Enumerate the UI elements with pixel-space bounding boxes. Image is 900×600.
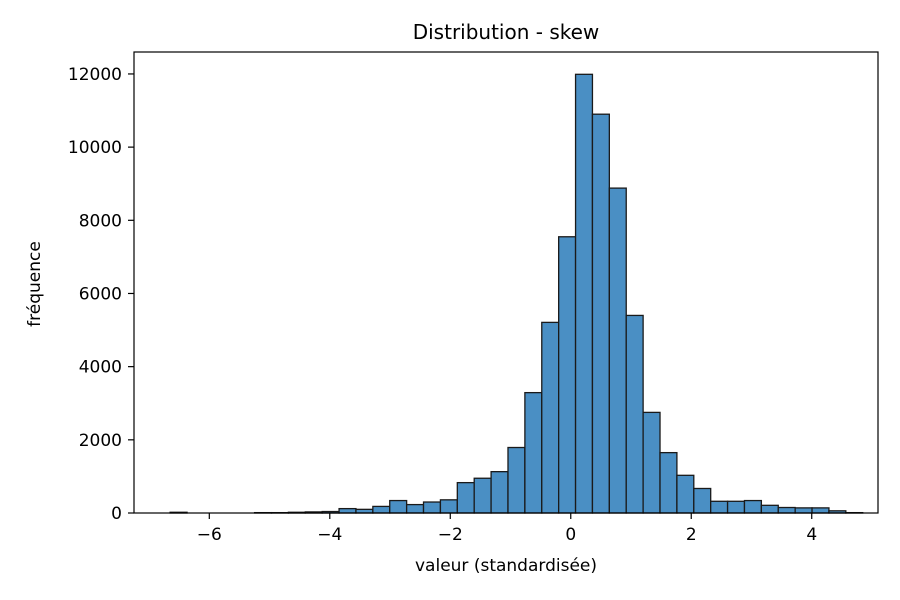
- x-tick-label: −2: [438, 525, 463, 545]
- y-tick-label: 6000: [79, 284, 122, 304]
- y-tick-label: 12000: [68, 65, 122, 85]
- y-tick-label: 8000: [79, 211, 122, 231]
- histogram-bar: [743, 499, 763, 514]
- histogram-bar: [456, 481, 475, 514]
- x-tick-label: 0: [565, 525, 576, 545]
- histogram-bar: [642, 411, 661, 514]
- x-axis-ticks: −6 −4 −2 0 2 4: [197, 513, 817, 545]
- histogram-bar: [490, 471, 509, 514]
- y-tick-label: 2000: [79, 431, 122, 451]
- histogram-bar: [422, 501, 442, 514]
- histogram-bar: [760, 504, 779, 514]
- histogram-bar: [659, 451, 678, 514]
- y-tick-label: 0: [111, 504, 122, 524]
- histogram-bar: [524, 391, 543, 514]
- x-axis-label: valeur (standardisée): [415, 556, 597, 576]
- histogram-bar: [338, 507, 357, 514]
- histogram-bar: [625, 314, 644, 514]
- x-tick-label: −4: [317, 525, 342, 545]
- plot-frame: [133, 51, 879, 514]
- histogram-bar: [507, 446, 526, 514]
- histogram-bar: [777, 506, 796, 514]
- x-tick-label: 4: [806, 525, 817, 545]
- histogram-bar: [811, 507, 830, 514]
- histogram-bar: [726, 500, 746, 514]
- histogram-bar: [473, 477, 492, 514]
- histogram-bar: [574, 73, 594, 514]
- histogram-bar: [608, 187, 627, 514]
- histogram-bar: [558, 236, 577, 514]
- histogram-bar: [439, 499, 458, 514]
- y-axis-label: fréquence: [25, 241, 45, 327]
- histogram-bar: [676, 474, 695, 514]
- chart-title: Distribution - skew: [413, 20, 600, 44]
- histogram-bar: [405, 503, 425, 514]
- histogram-bar: [591, 113, 610, 514]
- y-tick-label: 4000: [79, 358, 122, 378]
- histogram-bar: [693, 487, 712, 514]
- y-tick-label: 10000: [68, 138, 122, 158]
- x-tick-label: −6: [197, 525, 222, 545]
- histogram-bar: [372, 505, 391, 514]
- histogram-bar: [541, 321, 560, 514]
- bars-group: [169, 73, 864, 514]
- y-axis-ticks: 0 2000 4000 6000 8000 10000 12000: [68, 65, 134, 524]
- histogram-bar: [710, 500, 729, 514]
- x-tick-label: 2: [686, 525, 697, 545]
- histogram-bar: [389, 499, 408, 514]
- histogram-bar: [794, 507, 813, 514]
